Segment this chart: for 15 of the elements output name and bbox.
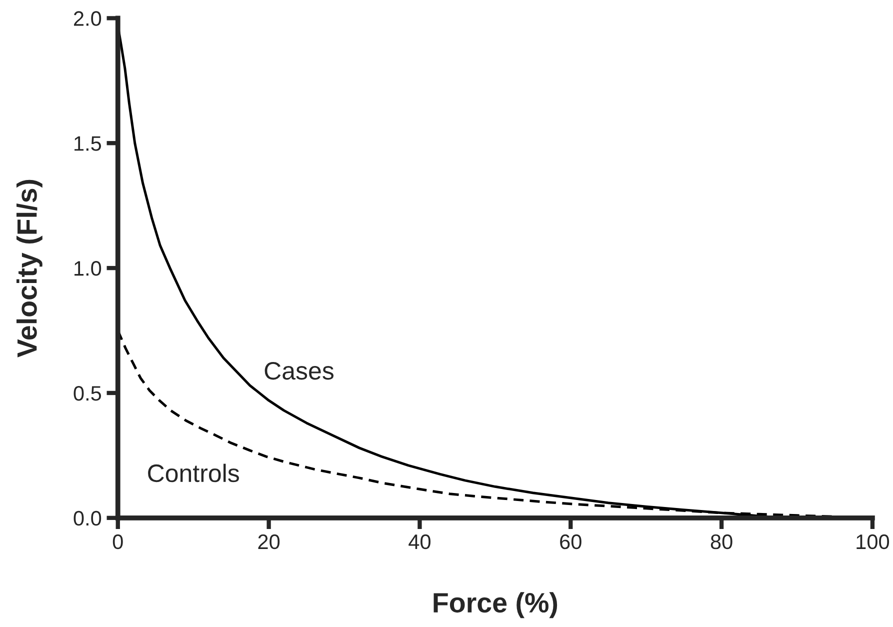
annotation: Controls — [148, 464, 239, 482]
x-tick-label: 40 — [408, 534, 430, 550]
y-tick-label: 2.0 — [74, 11, 102, 26]
x-axis-title: Force (%) — [434, 592, 558, 618]
x-tick-label: 80 — [710, 534, 732, 550]
y-tick-label: 0.5 — [74, 386, 102, 401]
y-axis-title: Velocity (Fl/s) — [16, 180, 42, 358]
x-tick-label: 60 — [560, 534, 582, 550]
x-tick-label: 20 — [258, 534, 280, 550]
x-tick-label: 0 — [112, 534, 123, 550]
y-tick-label: 0.0 — [74, 510, 102, 526]
y-tick-label: 1.5 — [74, 136, 102, 151]
annotation: Cases — [264, 362, 334, 380]
y-tick-label: 1.0 — [74, 261, 102, 276]
x-tick-label: 100 — [856, 534, 890, 550]
